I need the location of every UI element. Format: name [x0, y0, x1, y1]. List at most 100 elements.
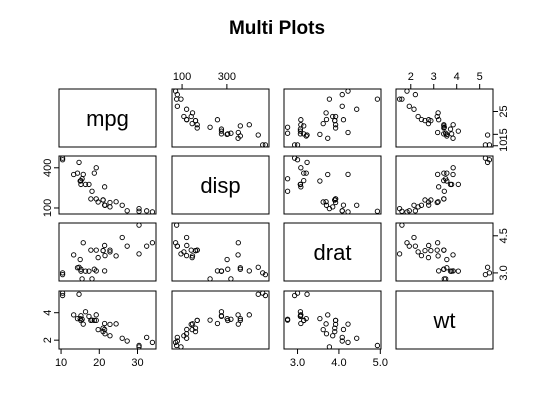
point-wt-vs-mpg	[95, 326, 101, 333]
point-disp-vs-drat	[303, 170, 309, 176]
panel-wt-vs-disp	[171, 290, 270, 350]
point-drat-vs-wt	[444, 256, 450, 263]
point-disp-vs-wt	[450, 171, 456, 178]
point-wt-vs-drat	[345, 321, 351, 327]
point-wt-vs-mpg	[59, 290, 66, 296]
point-wt-vs-mpg	[149, 339, 156, 346]
point-drat-vs-wt	[406, 243, 412, 249]
point-disp-vs-mpg	[107, 199, 113, 206]
point-disp-vs-drat	[298, 165, 304, 171]
point-mpg-vs-drat	[323, 110, 329, 116]
point-drat-vs-mpg	[86, 268, 92, 274]
point-wt-vs-mpg	[119, 335, 125, 341]
point-disp-vs-drat	[323, 202, 330, 208]
point-wt-vs-drat	[325, 312, 331, 318]
point-wt-vs-disp	[235, 312, 241, 318]
panel-mpg-vs-disp	[171, 88, 270, 148]
point-disp-vs-wt	[434, 199, 440, 206]
point-mpg-vs-wt	[418, 116, 425, 123]
point-wt-vs-drat	[298, 312, 304, 318]
point-disp-vs-drat	[374, 208, 381, 214]
point-disp-vs-mpg	[93, 165, 99, 171]
point-disp-vs-drat	[317, 178, 323, 184]
point-wt-vs-disp	[207, 317, 213, 323]
point-mpg-vs-wt	[447, 126, 454, 132]
point-mpg-vs-disp	[235, 129, 241, 136]
point-drat-vs-mpg	[124, 243, 130, 249]
point-disp-vs-mpg	[136, 205, 142, 212]
point-mpg-vs-wt	[426, 117, 432, 123]
point-disp-vs-wt	[418, 202, 425, 208]
point-drat-vs-wt	[418, 252, 425, 259]
panel-drat-vs-drat	[283, 222, 382, 282]
bottom-axis-tick-label-mpg: 30	[131, 357, 143, 369]
left-axis-tick-label-wt: 4	[42, 310, 54, 316]
point-wt-vs-drat	[317, 315, 323, 322]
point-disp-vs-wt	[412, 208, 419, 214]
point-mpg-vs-wt	[435, 110, 441, 116]
point-mpg-vs-wt	[411, 106, 417, 112]
point-drat-vs-disp	[178, 251, 184, 257]
point-disp-vs-drat	[354, 202, 360, 208]
point-disp-vs-mpg	[91, 170, 97, 176]
point-drat-vs-mpg	[102, 252, 108, 259]
point-disp-vs-wt	[441, 170, 447, 176]
point-mpg-vs-wt	[434, 129, 441, 136]
point-mpg-vs-disp	[174, 103, 181, 109]
point-disp-vs-mpg	[77, 178, 83, 184]
point-wt-vs-drat	[332, 325, 338, 331]
bottom-axis-tick-label-mpg: 20	[93, 357, 105, 369]
point-disp-vs-wt	[450, 165, 456, 171]
point-disp-vs-drat	[301, 170, 307, 176]
point-mpg-vs-disp	[207, 124, 213, 130]
variable-label-wt: wt	[433, 308, 456, 333]
panel-wt-vs-drat	[283, 290, 382, 350]
point-mpg-vs-drat	[284, 124, 291, 130]
point-drat-vs-disp	[218, 268, 225, 274]
point-mpg-vs-wt	[441, 122, 447, 128]
point-disp-vs-drat	[301, 177, 307, 184]
point-mpg-vs-drat	[374, 96, 381, 102]
point-drat-vs-wt	[411, 234, 417, 241]
point-mpg-vs-disp	[194, 122, 200, 128]
point-disp-vs-wt	[444, 170, 450, 176]
point-disp-vs-mpg	[101, 202, 108, 208]
point-disp-vs-mpg	[119, 202, 125, 208]
point-drat-vs-wt	[425, 254, 432, 261]
point-wt-vs-mpg	[144, 334, 150, 341]
point-drat-vs-wt	[434, 240, 441, 246]
point-mpg-vs-disp	[172, 88, 179, 94]
point-mpg-vs-drat	[354, 106, 360, 112]
point-disp-vs-mpg	[59, 157, 66, 163]
point-drat-vs-wt	[484, 264, 491, 270]
point-wt-vs-disp	[178, 344, 184, 350]
point-disp-vs-wt	[425, 199, 432, 205]
point-mpg-vs-drat	[298, 117, 304, 123]
point-disp-vs-wt	[444, 178, 450, 184]
top-axis-tick-label-disp: 100	[173, 71, 191, 83]
bottom-axis-tick-label-drat: 5.0	[373, 357, 388, 369]
point-wt-vs-drat	[291, 292, 298, 299]
point-mpg-vs-drat	[332, 113, 339, 120]
point-mpg-vs-wt	[444, 131, 450, 137]
point-mpg-vs-disp	[181, 113, 187, 120]
chart-title: Multi Plots	[228, 18, 326, 39]
point-wt-vs-disp	[192, 325, 199, 331]
point-disp-vs-wt	[411, 202, 417, 208]
point-drat-vs-wt	[444, 265, 450, 271]
panel-disp-vs-drat	[283, 155, 382, 215]
point-wt-vs-disp	[194, 317, 200, 324]
point-disp-vs-mpg	[144, 208, 150, 214]
point-disp-vs-drat	[326, 205, 333, 212]
point-drat-vs-disp	[260, 270, 266, 276]
point-drat-vs-mpg	[89, 276, 95, 282]
point-drat-vs-disp	[207, 276, 213, 282]
point-mpg-vs-drat	[339, 91, 345, 98]
point-disp-vs-mpg	[149, 209, 156, 215]
point-mpg-vs-drat	[297, 128, 304, 134]
point-disp-vs-drat	[332, 196, 339, 202]
point-wt-vs-mpg	[107, 321, 113, 328]
point-mpg-vs-disp	[260, 142, 266, 148]
point-mpg-vs-wt	[448, 131, 455, 137]
point-wt-vs-drat	[284, 316, 291, 322]
